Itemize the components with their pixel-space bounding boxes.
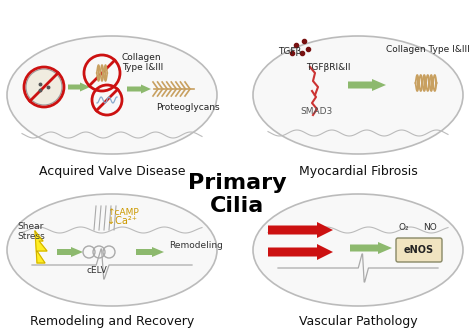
Ellipse shape xyxy=(7,194,217,306)
Circle shape xyxy=(26,69,62,105)
Ellipse shape xyxy=(7,36,217,154)
Text: Acquired Valve Disease: Acquired Valve Disease xyxy=(39,165,185,178)
Text: NO: NO xyxy=(423,223,437,232)
Text: ↑cAMP: ↑cAMP xyxy=(107,208,139,217)
Text: ↓Ca²⁺: ↓Ca²⁺ xyxy=(107,216,137,226)
Text: Primary
Cilia: Primary Cilia xyxy=(188,173,286,216)
Text: TGFβ: TGFβ xyxy=(278,47,301,56)
Text: Remodeling and Recovery: Remodeling and Recovery xyxy=(30,315,194,328)
FancyArrow shape xyxy=(68,83,90,91)
FancyArrow shape xyxy=(268,244,333,260)
Text: Remodeling: Remodeling xyxy=(169,242,223,251)
Text: cELV: cELV xyxy=(87,266,108,275)
FancyArrow shape xyxy=(268,222,333,238)
Text: TGFβRI&II: TGFβRI&II xyxy=(306,63,350,72)
Text: SMAD3: SMAD3 xyxy=(300,107,332,116)
Text: O₂: O₂ xyxy=(399,223,410,232)
Ellipse shape xyxy=(253,36,463,154)
Text: Proteoglycans: Proteoglycans xyxy=(156,103,219,112)
FancyBboxPatch shape xyxy=(396,238,442,262)
FancyArrow shape xyxy=(57,247,83,257)
Text: Vascular Pathology: Vascular Pathology xyxy=(299,315,417,328)
FancyArrow shape xyxy=(127,84,151,93)
Text: Collagen Type I&III: Collagen Type I&III xyxy=(386,45,470,54)
FancyArrow shape xyxy=(348,79,386,91)
Text: eNOS: eNOS xyxy=(404,245,434,255)
FancyArrow shape xyxy=(350,242,392,254)
Polygon shape xyxy=(35,231,47,263)
Text: Shear
Stress: Shear Stress xyxy=(17,222,45,241)
Text: Collagen
Type I&III: Collagen Type I&III xyxy=(122,53,163,72)
Ellipse shape xyxy=(253,194,463,306)
Text: Myocardial Fibrosis: Myocardial Fibrosis xyxy=(299,165,418,178)
FancyArrow shape xyxy=(136,247,164,257)
